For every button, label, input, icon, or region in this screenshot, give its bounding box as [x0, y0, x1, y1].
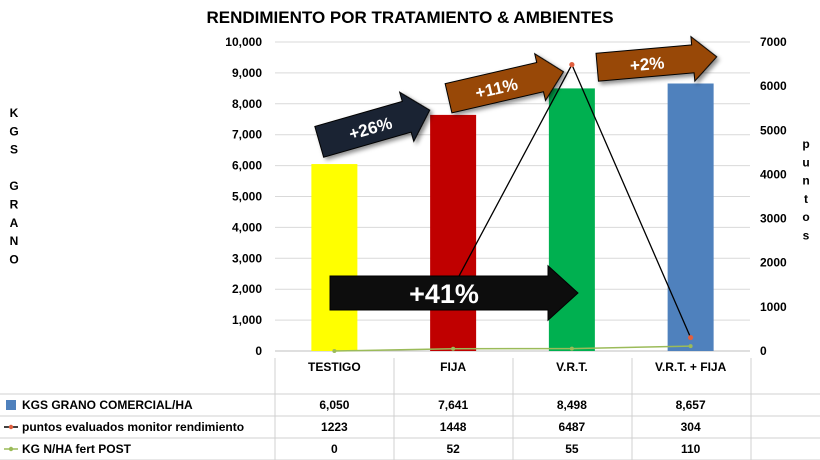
y-tick-label: 7,000	[232, 128, 262, 142]
category-label: V.R.T. + FIJA	[655, 360, 727, 374]
annotation-arrow: +26%	[314, 91, 431, 158]
y-axis-label-char: K	[10, 106, 19, 120]
data-table-cell: 55	[565, 442, 579, 456]
data-table-cell: 8,657	[676, 398, 706, 412]
y-tick-label: 2,000	[232, 282, 262, 296]
bar	[430, 114, 477, 351]
series-point-puntos	[688, 334, 694, 341]
data-table-cell: 304	[681, 420, 701, 434]
y-tick-label: 3,000	[232, 251, 262, 265]
y-tick-label: 9,000	[232, 66, 262, 80]
category-label: FIJA	[440, 360, 466, 374]
data-table-cell: 110	[681, 442, 701, 456]
y-tick-label: 0	[255, 344, 262, 358]
category-label: V.R.T.	[556, 360, 588, 374]
y-axis-label-char: N	[10, 234, 19, 248]
y-tick-label: 4,000	[232, 220, 262, 234]
y-tick-label: 8,000	[232, 97, 262, 111]
y2-axis-label-char: n	[802, 174, 809, 188]
category-label: TESTIGO	[308, 360, 361, 374]
category-labels: TESTIGO FIJA V.R.T. V.R.T. + FIJA	[308, 360, 727, 374]
data-table-cell: 1448	[440, 420, 467, 434]
y2-tick-label: 5000	[760, 123, 787, 137]
y-tick-label: 1,000	[232, 313, 262, 327]
annotation-arrow-label: +2%	[629, 53, 665, 75]
y-axis-ticks: 0 1,000 2,000 3,000 4,000 5,000 6,000 7,000 8,00…	[225, 35, 262, 358]
data-table-cell: 1223	[321, 420, 348, 434]
y2-tick-label: 3000	[760, 212, 787, 226]
series-point-kg-n	[688, 344, 693, 349]
legend-key-bar	[6, 400, 16, 410]
y2-axis-label-char: o	[802, 210, 809, 224]
annotations: +26%+11% +2% +41%	[314, 35, 718, 322]
y2-axis-label-char: t	[804, 192, 808, 206]
y2-tick-label: 0	[760, 344, 767, 358]
y-axis-label-char: S	[10, 143, 18, 157]
y-axis-label: KGS GRANO	[9, 106, 18, 266]
data-table-cell: 7,641	[438, 398, 468, 412]
annotation-big-arrow: +41%	[329, 264, 579, 322]
data-table-cell: 0	[331, 442, 338, 456]
series-point-kg-n	[451, 346, 456, 351]
y2-axis-label-char: u	[802, 155, 809, 169]
annotation-arrow-shape	[314, 91, 431, 158]
annotation-arrow: +2%	[595, 35, 718, 83]
y-tick-label: 5,000	[232, 190, 262, 204]
data-table-cell: 6,050	[319, 398, 349, 412]
annotation-big-arrow-shape	[329, 264, 579, 322]
y2-axis-label-char: s	[803, 229, 810, 243]
y2-tick-label: 4000	[760, 167, 787, 181]
y-axis-label-char: O	[9, 252, 18, 266]
y2-tick-label: 2000	[760, 256, 787, 270]
annotation-big-arrow-label: +41%	[409, 279, 479, 309]
y2-axis-ticks: 0 1000 2000 3000 4000 5000 6000 7000	[760, 35, 787, 358]
y-tick-label: 6,000	[232, 159, 262, 173]
bars	[311, 83, 714, 351]
legend-key-marker	[8, 424, 14, 430]
y-axis-label-char: G	[9, 124, 18, 138]
legend-label: puntos evaluados monitor rendimiento	[22, 420, 244, 434]
data-table: KGS GRANO COMERCIAL/HA 6,050 7,641 8,498 8,6…	[0, 358, 820, 460]
data-table-cell: 52	[446, 442, 460, 456]
data-table-cell: 8,498	[557, 398, 587, 412]
series-line-kg-n	[334, 345, 691, 352]
bar	[311, 164, 358, 351]
chart-title: RENDIMIENTO POR TRATAMIENTO & AMBIENTES	[206, 8, 613, 27]
y-tick-label: 10,000	[225, 35, 262, 49]
legend-label: KGS GRANO COMERCIAL/HA	[22, 398, 193, 412]
series-point-puntos	[569, 62, 575, 68]
legend-label: KG N/HA fert POST	[22, 442, 132, 456]
y-axis-label-char: G	[9, 179, 18, 193]
data-table-cell: 6487	[559, 420, 586, 434]
annotation-arrow: +11%	[444, 52, 565, 114]
series-point-kg-n	[569, 346, 574, 351]
legend-key-marker	[8, 446, 14, 452]
y2-tick-label: 7000	[760, 35, 787, 49]
annotation-arrow-shape	[595, 35, 718, 83]
series-point-kg-n	[332, 349, 337, 353]
y2-axis-label-char: p	[802, 137, 809, 151]
y-axis-label-char: A	[10, 216, 19, 230]
bar	[667, 83, 714, 351]
y2-tick-label: 6000	[760, 79, 787, 93]
y2-axis-label: puntos	[802, 137, 809, 243]
y-axis-label-char: R	[10, 198, 19, 212]
y2-tick-label: 1000	[760, 300, 787, 314]
annotation-arrow-shape	[444, 52, 565, 114]
